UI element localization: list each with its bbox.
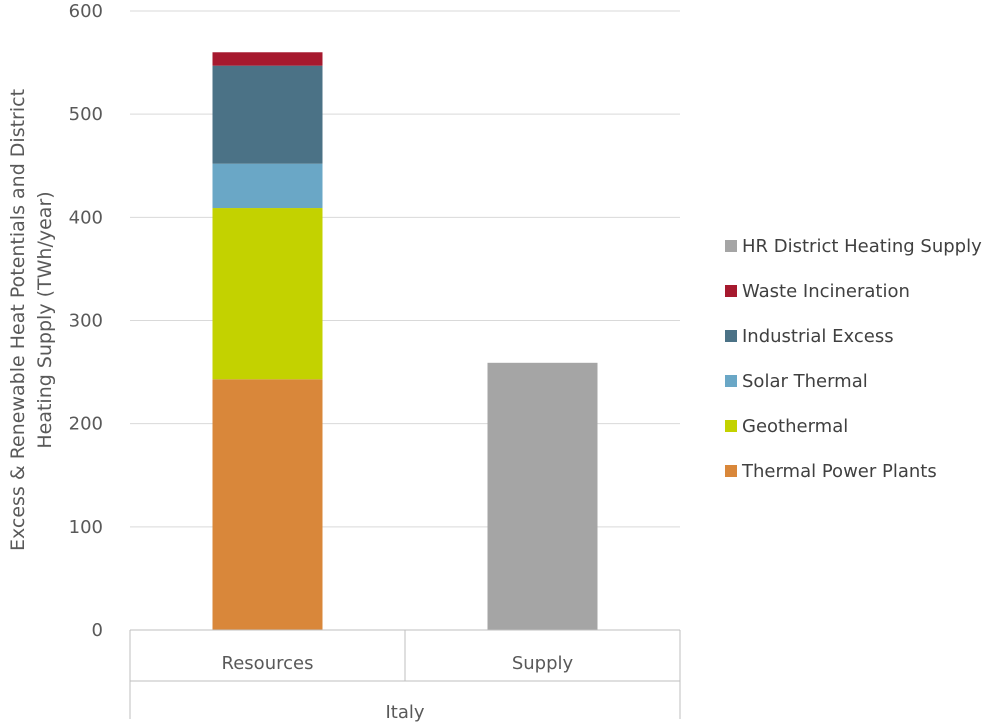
y-tick-label: 300	[69, 311, 103, 332]
bar-segment-waste-incineration	[212, 52, 323, 66]
legend-label: Geothermal	[742, 416, 848, 437]
legend: HR District Heating Supply Waste Incinera…	[725, 236, 982, 482]
x-group-label: Italy	[385, 702, 424, 723]
x-category-label: Supply	[512, 653, 574, 674]
legend-swatch	[725, 375, 737, 387]
y-axis-ticks: 0 100 200 300 400 500 600	[69, 1, 103, 641]
legend-label: Thermal Power Plants	[741, 461, 937, 482]
bars	[212, 52, 598, 630]
bar-segment-industrial-excess	[212, 65, 323, 164]
legend-label: Solar Thermal	[742, 371, 868, 392]
bar-segment-hr-district-heating-supply	[487, 362, 598, 630]
y-tick-label: 400	[69, 207, 103, 228]
y-tick-label: 500	[69, 104, 103, 125]
y-tick-label: 200	[69, 414, 103, 435]
y-tick-label: 0	[92, 620, 103, 641]
legend-swatch	[725, 420, 737, 432]
bar-segment-thermal-power-plants	[212, 379, 323, 630]
legend-swatch	[725, 285, 737, 297]
y-axis-title-line: Heating Supply (TWh/year)	[34, 191, 56, 448]
legend-swatch	[725, 465, 737, 477]
legend-label: HR District Heating Supply	[742, 236, 982, 257]
bar-segment-geothermal	[212, 208, 323, 380]
y-tick-label: 100	[69, 517, 103, 538]
x-axis: Resources Supply Italy	[129, 629, 681, 723]
legend-label: Industrial Excess	[742, 326, 894, 347]
y-axis-title: Excess & Renewable Heat Potentials and D…	[7, 89, 56, 551]
y-axis-title-line: Excess & Renewable Heat Potentials and D…	[7, 89, 29, 551]
x-category-label: Resources	[222, 653, 314, 674]
legend-swatch	[725, 240, 737, 252]
legend-label: Waste Incineration	[742, 281, 910, 302]
bar-segment-solar-thermal	[212, 163, 323, 209]
legend-swatch	[725, 330, 737, 342]
y-tick-label: 600	[69, 1, 103, 22]
y-axis-title-text: Excess & Renewable Heat Potentials and D…	[7, 89, 56, 551]
